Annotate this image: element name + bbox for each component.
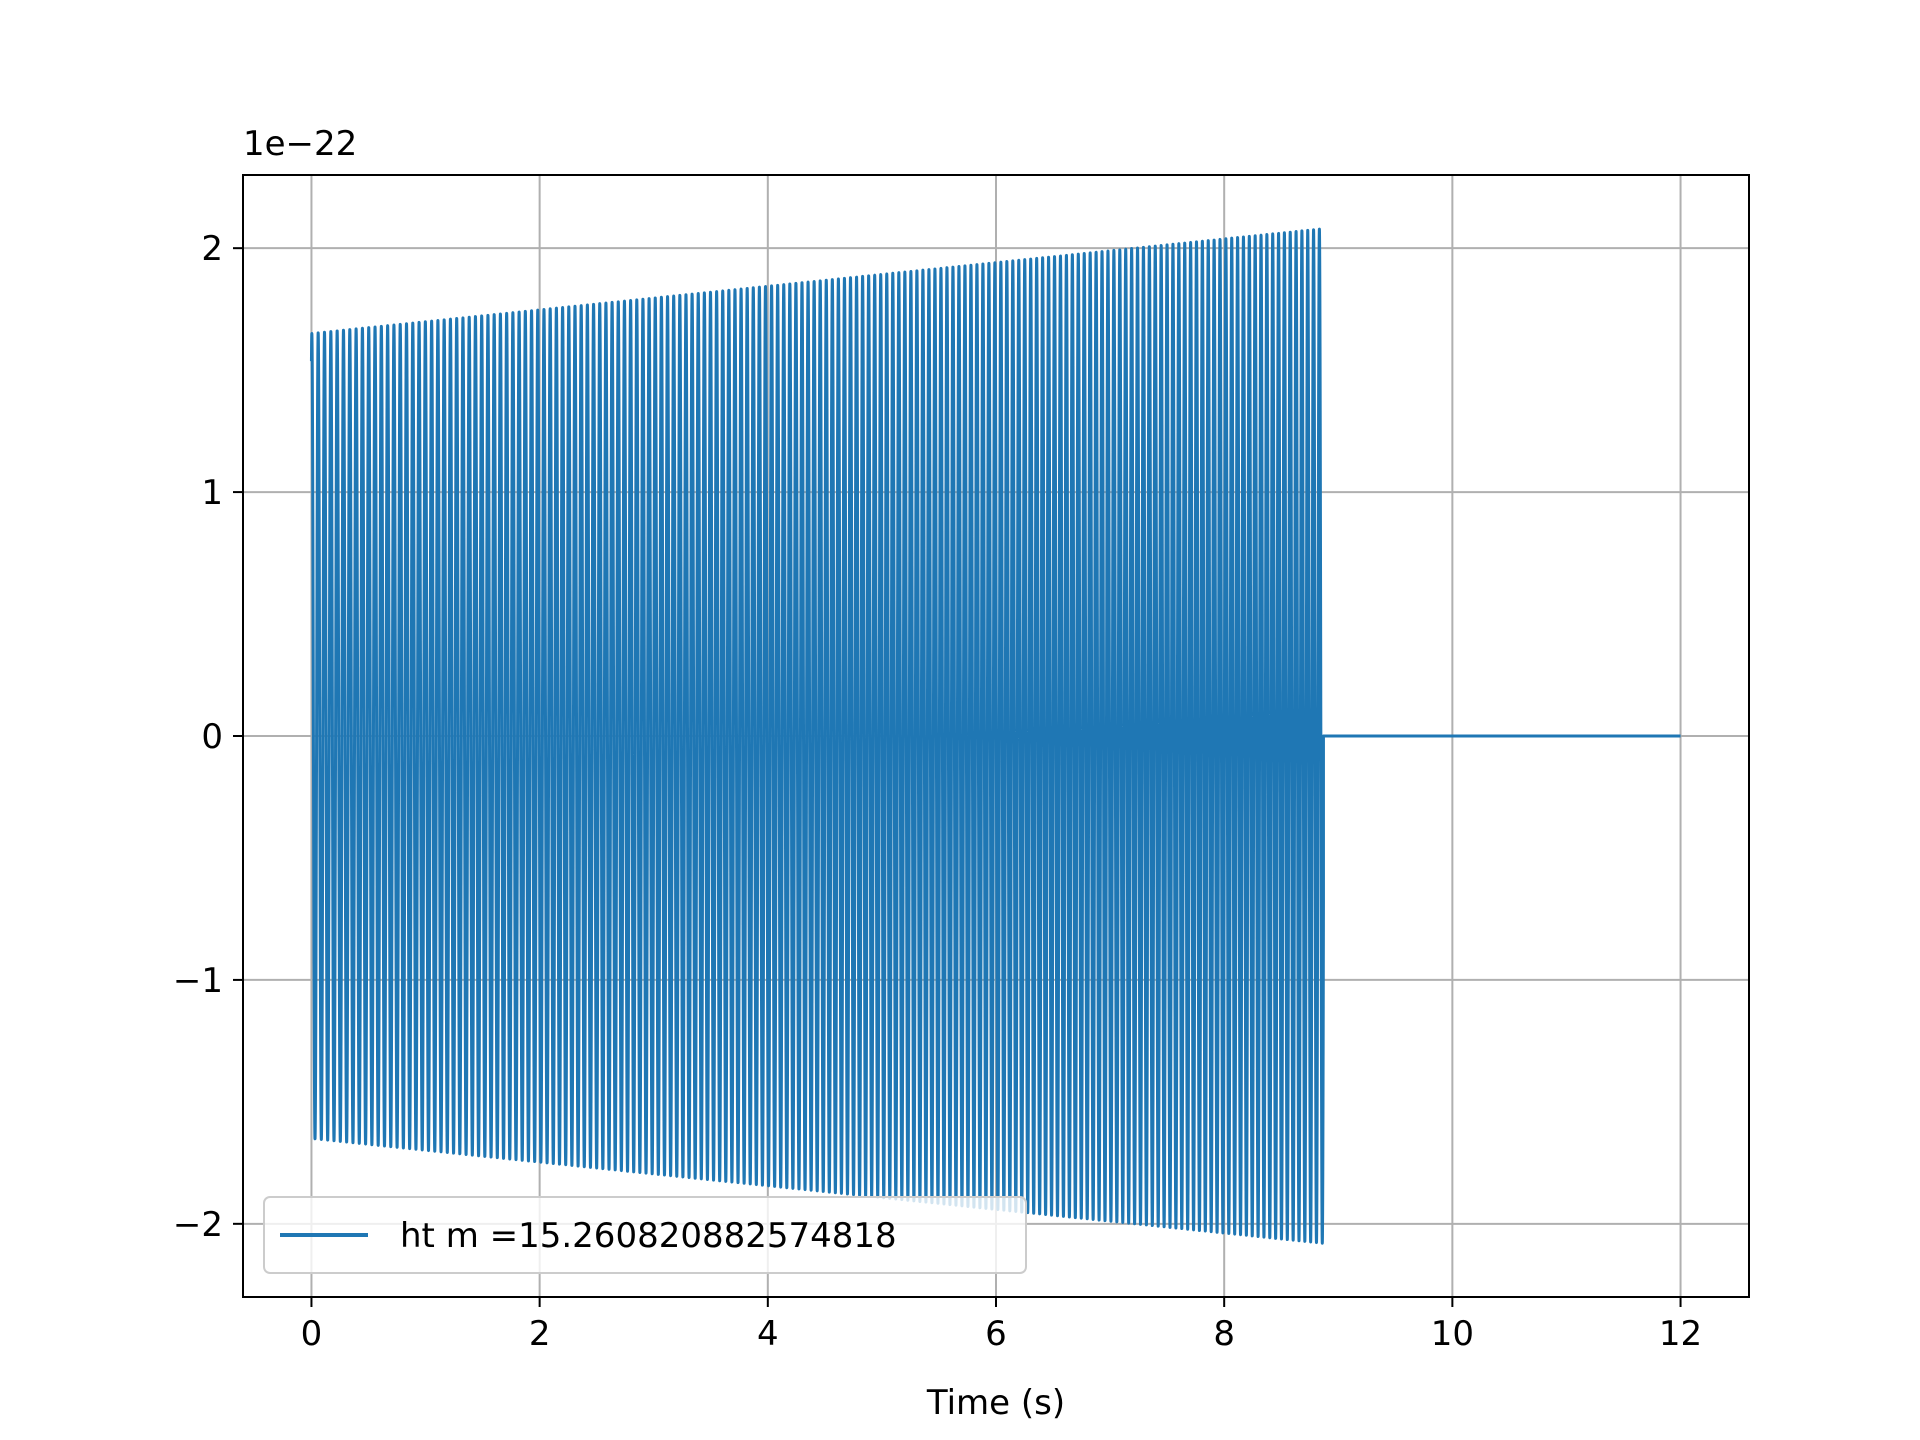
- x-tick-label: 4: [757, 1314, 779, 1354]
- x-tick-label: 10: [1431, 1314, 1474, 1354]
- x-tick-label: 12: [1659, 1314, 1702, 1354]
- x-tick-label: 8: [1213, 1314, 1235, 1354]
- legend-box: [263, 1196, 1027, 1274]
- series-line-ht: [309, 227, 1681, 1245]
- x-axis-label: Time (s): [926, 1383, 1065, 1423]
- y-tick-label: −2: [173, 1205, 223, 1245]
- y-tick-label: 1: [201, 473, 223, 513]
- series-layer: [309, 227, 1681, 1245]
- x-tick-label: 0: [301, 1314, 323, 1354]
- y-tick-label: −1: [173, 961, 223, 1001]
- y-offset-label: 1e−22: [243, 124, 357, 164]
- legend-entry-label: ht m =15.260820882574818: [400, 1216, 897, 1256]
- legend: ht m =15.260820882574818: [263, 1196, 1027, 1274]
- y-tick-label: 2: [201, 229, 223, 269]
- x-tick-label: 2: [529, 1314, 551, 1354]
- y-tick-label: 0: [201, 717, 223, 757]
- x-tick-label: 6: [985, 1314, 1007, 1354]
